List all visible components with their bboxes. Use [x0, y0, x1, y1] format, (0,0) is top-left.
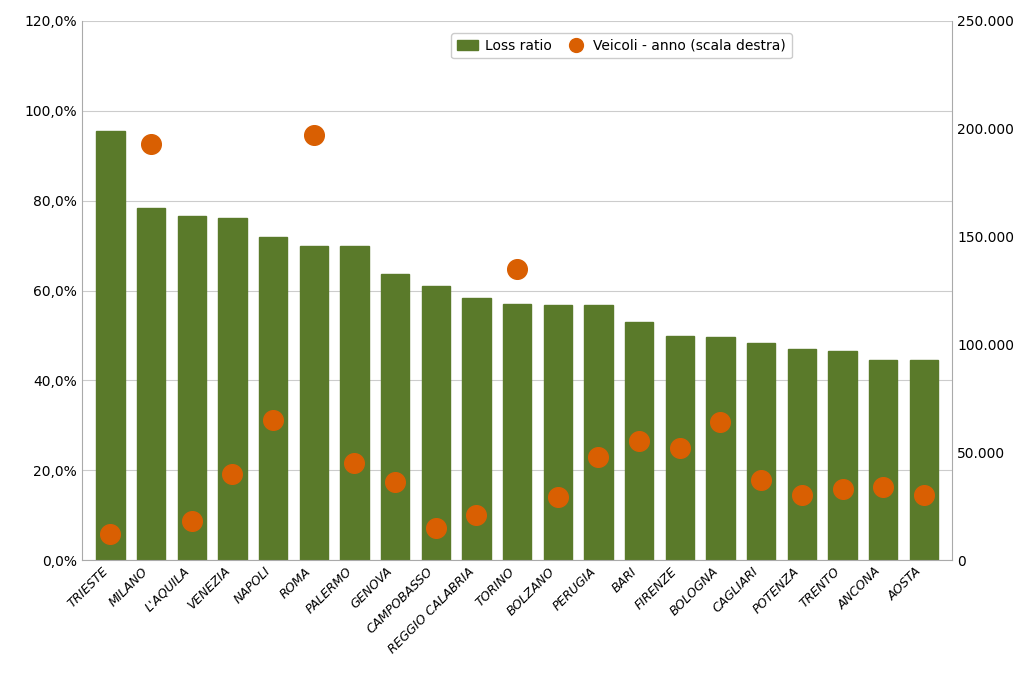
- Point: [346, 457, 362, 468]
- Bar: [869, 360, 897, 560]
- Point: [183, 516, 200, 527]
- Point: [387, 477, 403, 488]
- Point: [509, 263, 525, 274]
- Bar: [787, 349, 816, 560]
- Bar: [828, 351, 857, 560]
- Bar: [707, 337, 735, 560]
- Bar: [585, 305, 612, 560]
- Point: [224, 468, 241, 480]
- Bar: [462, 298, 490, 560]
- Bar: [909, 360, 938, 560]
- Bar: [666, 336, 694, 560]
- Bar: [746, 342, 775, 560]
- Point: [265, 414, 282, 426]
- Point: [468, 509, 484, 520]
- Bar: [259, 237, 288, 560]
- Point: [915, 490, 932, 501]
- Bar: [625, 322, 653, 560]
- Bar: [422, 286, 450, 560]
- Point: [305, 130, 322, 141]
- Point: [550, 492, 566, 503]
- Point: [835, 483, 851, 494]
- Point: [794, 490, 810, 501]
- Bar: [544, 305, 572, 560]
- Point: [590, 451, 606, 462]
- Point: [428, 522, 444, 533]
- Point: [713, 416, 729, 428]
- Bar: [177, 216, 206, 560]
- Bar: [96, 131, 125, 560]
- Point: [874, 481, 891, 492]
- Point: [631, 436, 647, 447]
- Point: [102, 528, 119, 540]
- Legend: Loss ratio, Veicoli - anno (scala destra): Loss ratio, Veicoli - anno (scala destra…: [452, 34, 792, 58]
- Bar: [300, 246, 328, 560]
- Bar: [503, 304, 531, 560]
- Point: [672, 442, 688, 454]
- Point: [753, 475, 769, 486]
- Bar: [340, 246, 369, 560]
- Point: [143, 139, 160, 150]
- Bar: [381, 274, 410, 560]
- Bar: [137, 209, 165, 560]
- Bar: [218, 218, 247, 560]
